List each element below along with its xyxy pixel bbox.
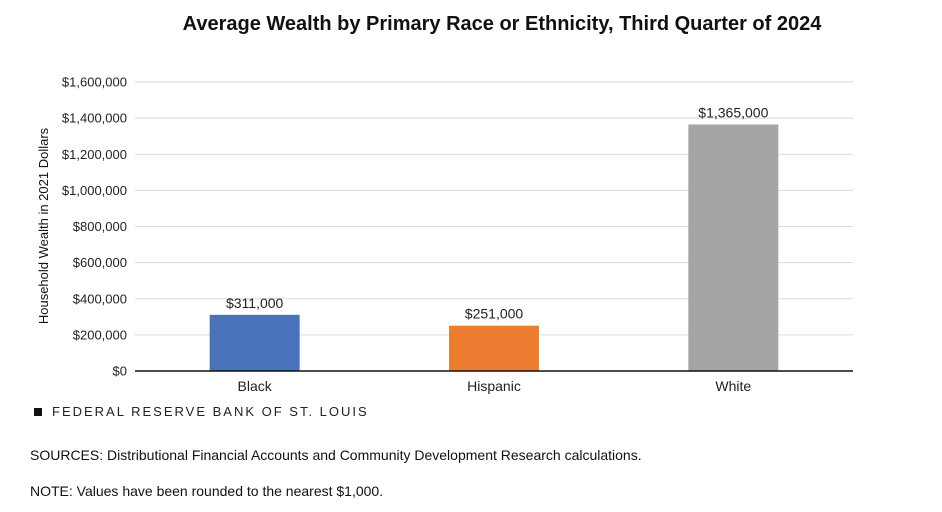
x-axis-labels: Black Hispanic White bbox=[238, 378, 752, 394]
bar-hispanic bbox=[449, 325, 539, 371]
data-label: $1,365,000 bbox=[698, 104, 768, 120]
chart-title: Average Wealth by Primary Race or Ethnic… bbox=[183, 13, 823, 35]
y-tick-label: $200,000 bbox=[73, 327, 127, 342]
y-tick-label: $800,000 bbox=[73, 219, 127, 234]
bar-white bbox=[688, 124, 779, 372]
y-tick-label: $0 bbox=[113, 364, 127, 379]
gridlines bbox=[135, 81, 853, 336]
x-category-label: Hispanic bbox=[467, 378, 521, 394]
y-tick-label: $1,200,000 bbox=[62, 147, 127, 162]
y-tick-label: $400,000 bbox=[73, 291, 127, 306]
x-category-label: Black bbox=[238, 378, 273, 394]
brand-square-icon bbox=[34, 407, 42, 416]
brand-text: FEDERAL RESERVE BANK OF ST. LOUIS bbox=[52, 404, 369, 419]
y-tick-label: $1,000,000 bbox=[62, 183, 127, 198]
data-label: $311,000 bbox=[226, 295, 284, 311]
y-axis-title: Household Wealth in 2021 Dollars bbox=[36, 127, 51, 324]
rounding-note: NOTE: Values have been rounded to the ne… bbox=[30, 483, 384, 499]
y-tick-label: $1,600,000 bbox=[62, 75, 127, 90]
bar-black bbox=[209, 314, 300, 371]
y-tick-label: $600,000 bbox=[73, 255, 127, 270]
bars: $311,000 $251,000 $1,365,000 bbox=[209, 104, 779, 372]
sources-note: SOURCES: Distributional Financial Accoun… bbox=[30, 447, 642, 463]
y-tick-label: $1,400,000 bbox=[62, 111, 127, 126]
x-category-label: White bbox=[715, 378, 751, 394]
brand-footer: FEDERAL RESERVE BANK OF ST. LOUIS bbox=[34, 404, 369, 419]
y-axis-ticks: $0 $200,000 $400,000 $600,000 $800,000 $1,000… bbox=[62, 75, 127, 379]
bar-chart: Average Wealth by Primary Race or Ethnic… bbox=[36, 13, 853, 394]
data-label: $251,000 bbox=[465, 306, 524, 322]
